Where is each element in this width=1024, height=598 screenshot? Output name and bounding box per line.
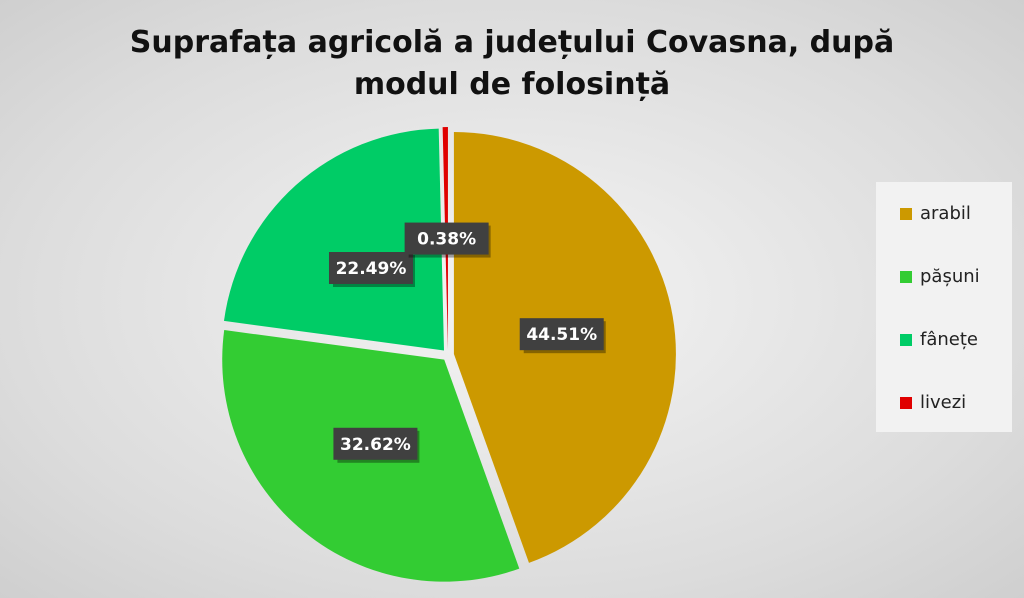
data-label-text: 44.51% (526, 325, 597, 345)
data-label-text: 22.49% (336, 259, 407, 279)
data-label-box (404, 222, 489, 255)
legend-swatch (900, 208, 912, 220)
legend-label: pășuni (920, 266, 980, 287)
data-label: 0.38% (404, 222, 491, 258)
data-label-text: 32.62% (340, 435, 411, 455)
data-label: 22.49% (328, 252, 415, 288)
pie-slice (223, 128, 444, 351)
legend-swatch (900, 397, 912, 409)
data-label-box (333, 427, 418, 460)
legend-label: fânețe (920, 329, 978, 350)
chart-title: Suprafața agricolă a județului Covasna, … (129, 25, 895, 102)
legend-swatch (900, 271, 912, 283)
data-label-box (519, 318, 604, 351)
data-label-box (328, 252, 413, 285)
legend-label: livezi (920, 392, 966, 413)
data-label: 32.62% (333, 427, 420, 463)
legend-swatch (900, 334, 912, 346)
data-label: 44.51% (519, 318, 606, 354)
legend-box (876, 182, 1012, 432)
data-label-text: 0.38% (417, 230, 476, 250)
legend-label: arabil (920, 203, 971, 224)
